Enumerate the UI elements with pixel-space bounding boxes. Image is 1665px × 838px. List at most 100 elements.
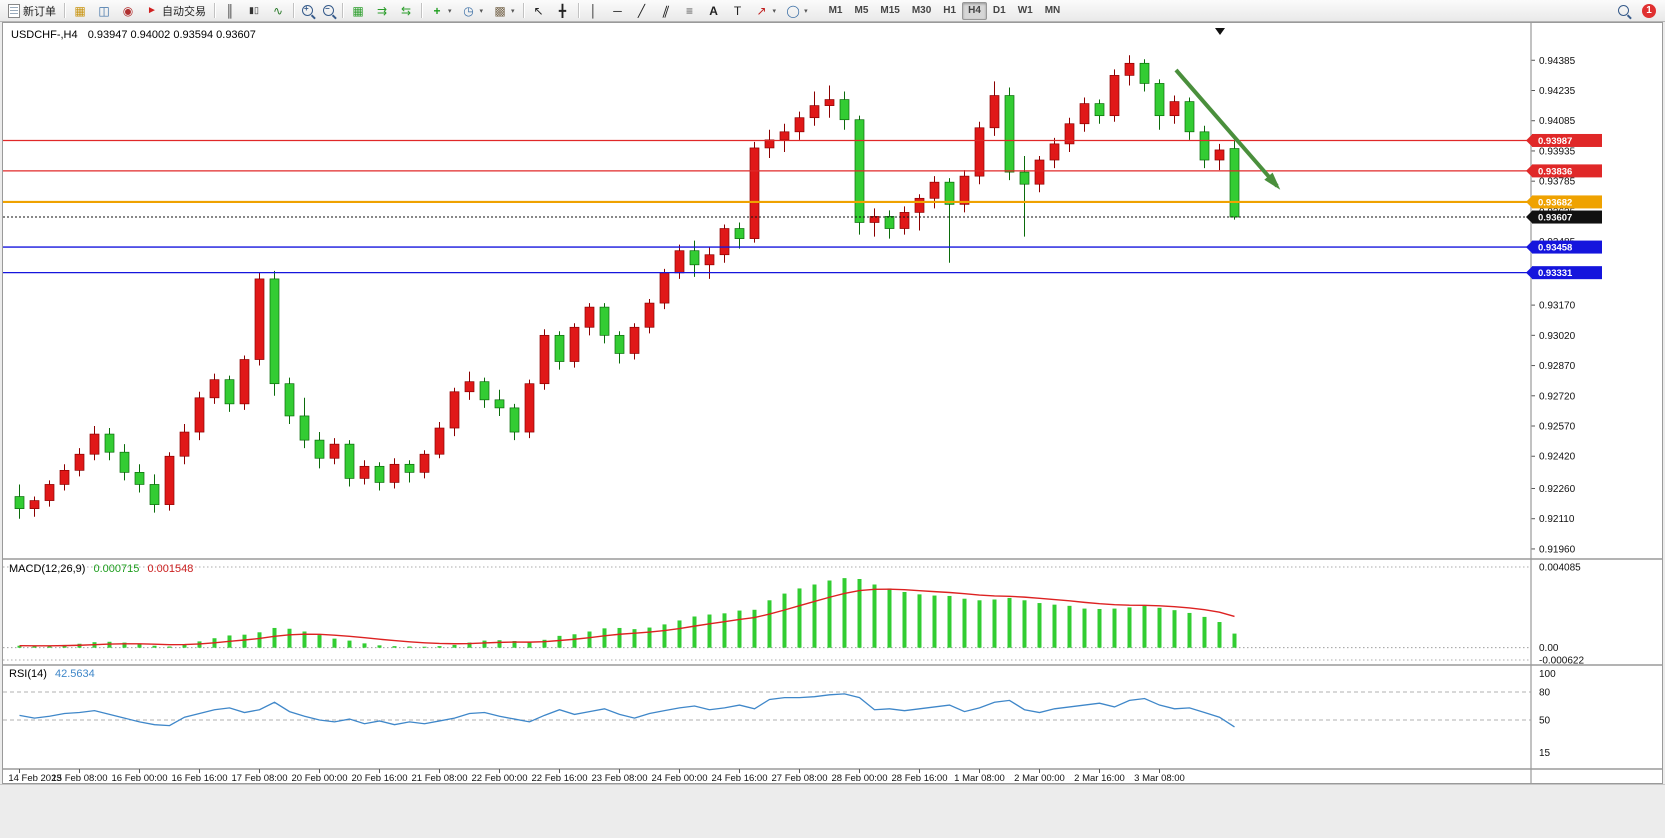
candle [839,99,850,121]
text-tool-button[interactable]: A [702,2,726,20]
time-axis-label: 24 Feb 00:00 [652,773,708,783]
navigator-icon: ◉ [122,3,134,18]
candle [1109,75,1120,117]
templates-button[interactable]: ▩ ▾ [488,2,520,20]
price-axis-label: 0.93935 [1539,146,1576,157]
candle [989,95,1000,129]
chart-symbol-period: USDCHF-,H4 [11,29,78,41]
time-axis-label: 20 Feb 16:00 [352,773,408,783]
crosshair-button[interactable]: ╋ [551,2,575,20]
fibonacci-button[interactable]: ≡ [678,2,702,20]
candle [509,407,520,433]
candle [914,197,925,213]
price-level-tag-text: 0.93458 [1538,243,1572,254]
candle [194,397,205,433]
trend-arrow[interactable] [1174,68,1279,188]
indicators-icon: + [433,3,441,18]
candle [1154,83,1165,117]
market-watch-button[interactable]: ◫ [92,2,116,20]
indicators-button[interactable]: + ▾ [425,2,457,20]
auto-scroll-button[interactable]: ⇉ [370,2,394,20]
candle [419,453,430,473]
timeframe-m15-button[interactable]: M15 [874,2,905,20]
candle [1214,149,1225,161]
cursor-button[interactable]: ↖ [527,2,551,20]
timeframe-w1-button[interactable]: W1 [1012,2,1039,20]
profiles-button[interactable]: ▦ [68,2,92,20]
rsi-axis-label: 50 [1539,716,1551,727]
candle [404,463,415,473]
profiles-icon: ▦ [74,3,86,18]
horizontal-line-button[interactable]: ─ [606,2,630,20]
chevron-down-icon: ▾ [772,7,777,15]
price-axis-label: 0.92260 [1539,484,1576,495]
toolbar-separator [214,3,215,18]
candle [344,443,355,479]
periods-button[interactable]: ◷ ▾ [457,2,489,20]
shapes-icon: ◯ [786,3,800,18]
arrow-tools-button[interactable]: ↗ ▾ [750,2,782,20]
candle [1094,103,1105,117]
time-axis-label: 22 Feb 00:00 [472,773,528,783]
channel-button[interactable]: ∥ [654,2,678,20]
navigator-button[interactable]: ◉ [116,2,140,20]
time-axis-label: 14 Feb 2023 [8,773,61,783]
chart-ohlc-values: 0.93947 0.94002 0.93594 0.93607 [87,29,256,41]
timeframe-h4-button[interactable]: H4 [962,1,987,20]
chart-marker-icon [1215,28,1225,35]
price-level-tag-text: 0.93331 [1538,268,1573,279]
tile-windows-button[interactable]: ▦ [346,2,370,20]
search-icon [1618,5,1629,16]
new-order-icon [8,3,20,18]
macd-main-value: 0.000715 [93,563,140,575]
price-chart-canvas[interactable]: 0.94385 0.94235 0.94085 0.93935 0.93785 0.936… [3,23,1662,783]
macd-axis-label: 0.004085 [1539,563,1581,574]
candle [809,105,820,119]
price-level-tag [1532,240,1602,254]
timeframe-mn-button[interactable]: MN [1039,2,1067,20]
price-level-tag [1532,195,1602,209]
notification-badge[interactable]: 1 [1642,3,1656,18]
timeframe-d1-button[interactable]: D1 [987,2,1012,20]
price-level-tag-text: 0.93682 [1538,197,1572,208]
chevron-down-icon: ▾ [511,7,515,15]
vertical-line-button[interactable]: │ [582,2,606,20]
time-axis-label: 1 Mar 08:00 [954,773,1005,783]
timeframe-m5-button[interactable]: M5 [848,2,874,20]
label-tool-button[interactable]: T [726,2,750,20]
auto-trading-button[interactable]: ► 自动交易 [140,2,211,20]
candlestick-chart-button[interactable]: ▮▯ [242,2,266,20]
trendline-button[interactable]: ╱ [630,2,654,20]
candle [869,216,880,223]
chart-shift-button[interactable]: ⇆ [394,2,418,20]
candle [329,443,340,459]
candle [569,326,580,362]
candle [524,383,535,433]
price-axis-label: 0.92420 [1539,452,1576,463]
shapes-button[interactable]: ◯ ▾ [781,2,813,20]
fibonacci-icon: ≡ [686,3,694,18]
candle [179,431,190,457]
rsi-value: 42.5634 [54,668,95,680]
new-order-button[interactable]: 新订单 [3,2,61,20]
toolbar-separator [64,3,65,18]
line-chart-button[interactable]: ∿ [266,2,290,20]
candle [554,334,565,362]
trendline-icon: ╱ [637,3,646,18]
time-axis-label: 15 Feb 08:00 [52,773,108,783]
bar-chart-button[interactable]: ║ [218,2,242,20]
candle [884,216,895,229]
zoom-out-button[interactable]: − [318,2,339,20]
line-chart-icon: ∿ [272,3,284,18]
candle [209,379,220,399]
price-level-tag [1532,133,1602,147]
zoom-in-button[interactable]: + [297,2,318,20]
timeframe-h1-button[interactable]: H1 [937,2,962,20]
search-button[interactable] [1613,2,1634,20]
timeframe-m30-button[interactable]: M30 [906,2,937,20]
crosshair-icon: ╋ [558,3,567,18]
candle [1064,123,1075,145]
timeframe-m1-button[interactable]: M1 [823,2,849,20]
arrow-tool-icon: ↗ [756,3,767,18]
candle [1184,101,1195,133]
